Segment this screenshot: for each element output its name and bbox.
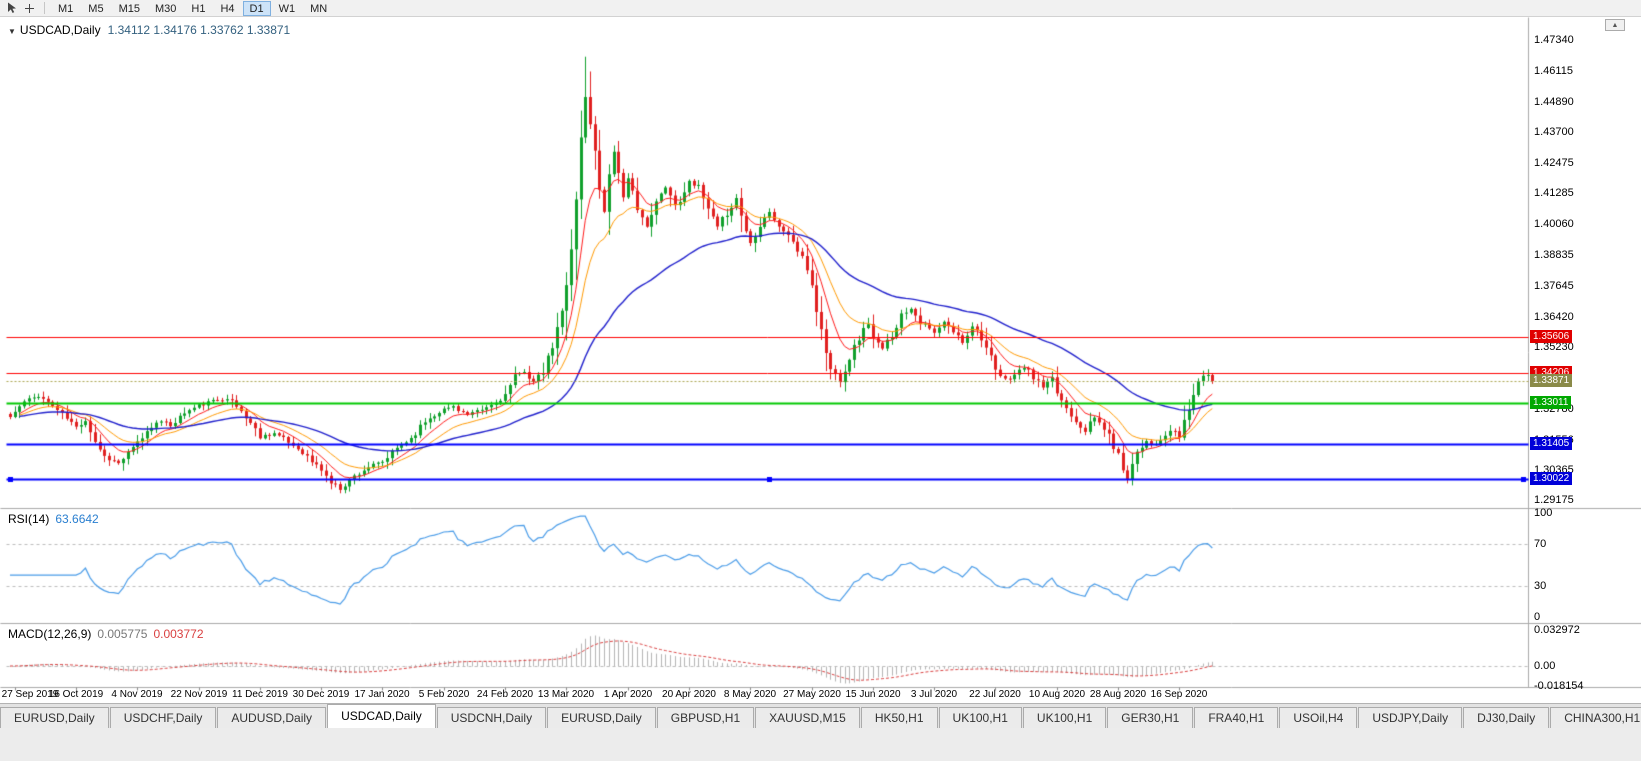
bottom-strip [0, 728, 1641, 761]
chart-tab-fra40-h1[interactable]: FRA40,H1 [1194, 707, 1279, 728]
price-chart-canvas[interactable] [0, 0, 1641, 703]
cursor-icon[interactable] [3, 1, 20, 16]
chart-tab-uk100-h1[interactable]: UK100,H1 [1022, 707, 1107, 728]
chart-tab-hk50-h1[interactable]: HK50,H1 [860, 707, 938, 728]
timeframe-button-d1[interactable]: D1 [242, 0, 271, 16]
chart-tab-usdjpy-daily[interactable]: USDJPY,Daily [1358, 707, 1463, 728]
timeframe-button-m1[interactable]: M1 [58, 2, 74, 15]
chart-tab-bar: EURUSD,Daily USDCHF,Daily AUDUSD,Daily USDC… [0, 703, 1641, 728]
chart-tab-gbpusd-h1[interactable]: GBPUSD,H1 [656, 707, 755, 728]
timeframe-toolbar: M1 M5 M15 M30 H1 H4 D1 W1 MN [0, 0, 1641, 17]
chart-tab-xauusd-m15[interactable]: XAUUSD,M15 [755, 707, 860, 728]
toolbar-separator [44, 2, 45, 14]
chart-tab-eurusd-daily[interactable]: EURUSD,Daily [547, 707, 656, 728]
chart-tab-ger30-h1[interactable]: GER30,H1 [1107, 707, 1194, 728]
timeframe-button-m5[interactable]: M5 [88, 2, 104, 15]
chart-tab-uk100-h1[interactable]: UK100,H1 [938, 707, 1022, 728]
chart-tab-usdchf-daily[interactable]: USDCHF,Daily [109, 707, 217, 728]
chart-tab-china300-h1[interactable]: CHINA300,H1 [1550, 707, 1641, 728]
timeframe-button-m15[interactable]: M15 [118, 2, 140, 15]
chart-scroll-up-button[interactable]: ▲ [1605, 19, 1625, 31]
timeframe-buttons: M1 M5 M15 M30 H1 H4 D1 W1 MN [51, 0, 334, 16]
timeframe-button-w1[interactable]: W1 [278, 2, 296, 15]
chart-tab-eurusd-daily[interactable]: EURUSD,Daily [0, 707, 109, 728]
timeframe-button-m30[interactable]: M30 [154, 2, 177, 15]
timeframe-button-h4[interactable]: H4 [220, 2, 235, 15]
chart-tab-audusd-daily[interactable]: AUDUSD,Daily [217, 707, 327, 728]
chart-tab-usoil-h4[interactable]: USOil,H4 [1279, 707, 1358, 728]
timeframe-button-h1[interactable]: H1 [191, 2, 206, 15]
timeframe-button-mn[interactable]: MN [310, 2, 328, 15]
chart-tab-dj30-daily[interactable]: DJ30,Daily [1463, 707, 1550, 728]
chart-tab-usdcad-daily[interactable]: USDCAD,Daily [327, 704, 436, 728]
crosshair-icon[interactable] [21, 1, 38, 16]
chart-tab-usdcnh-daily[interactable]: USDCNH,Daily [436, 707, 547, 728]
